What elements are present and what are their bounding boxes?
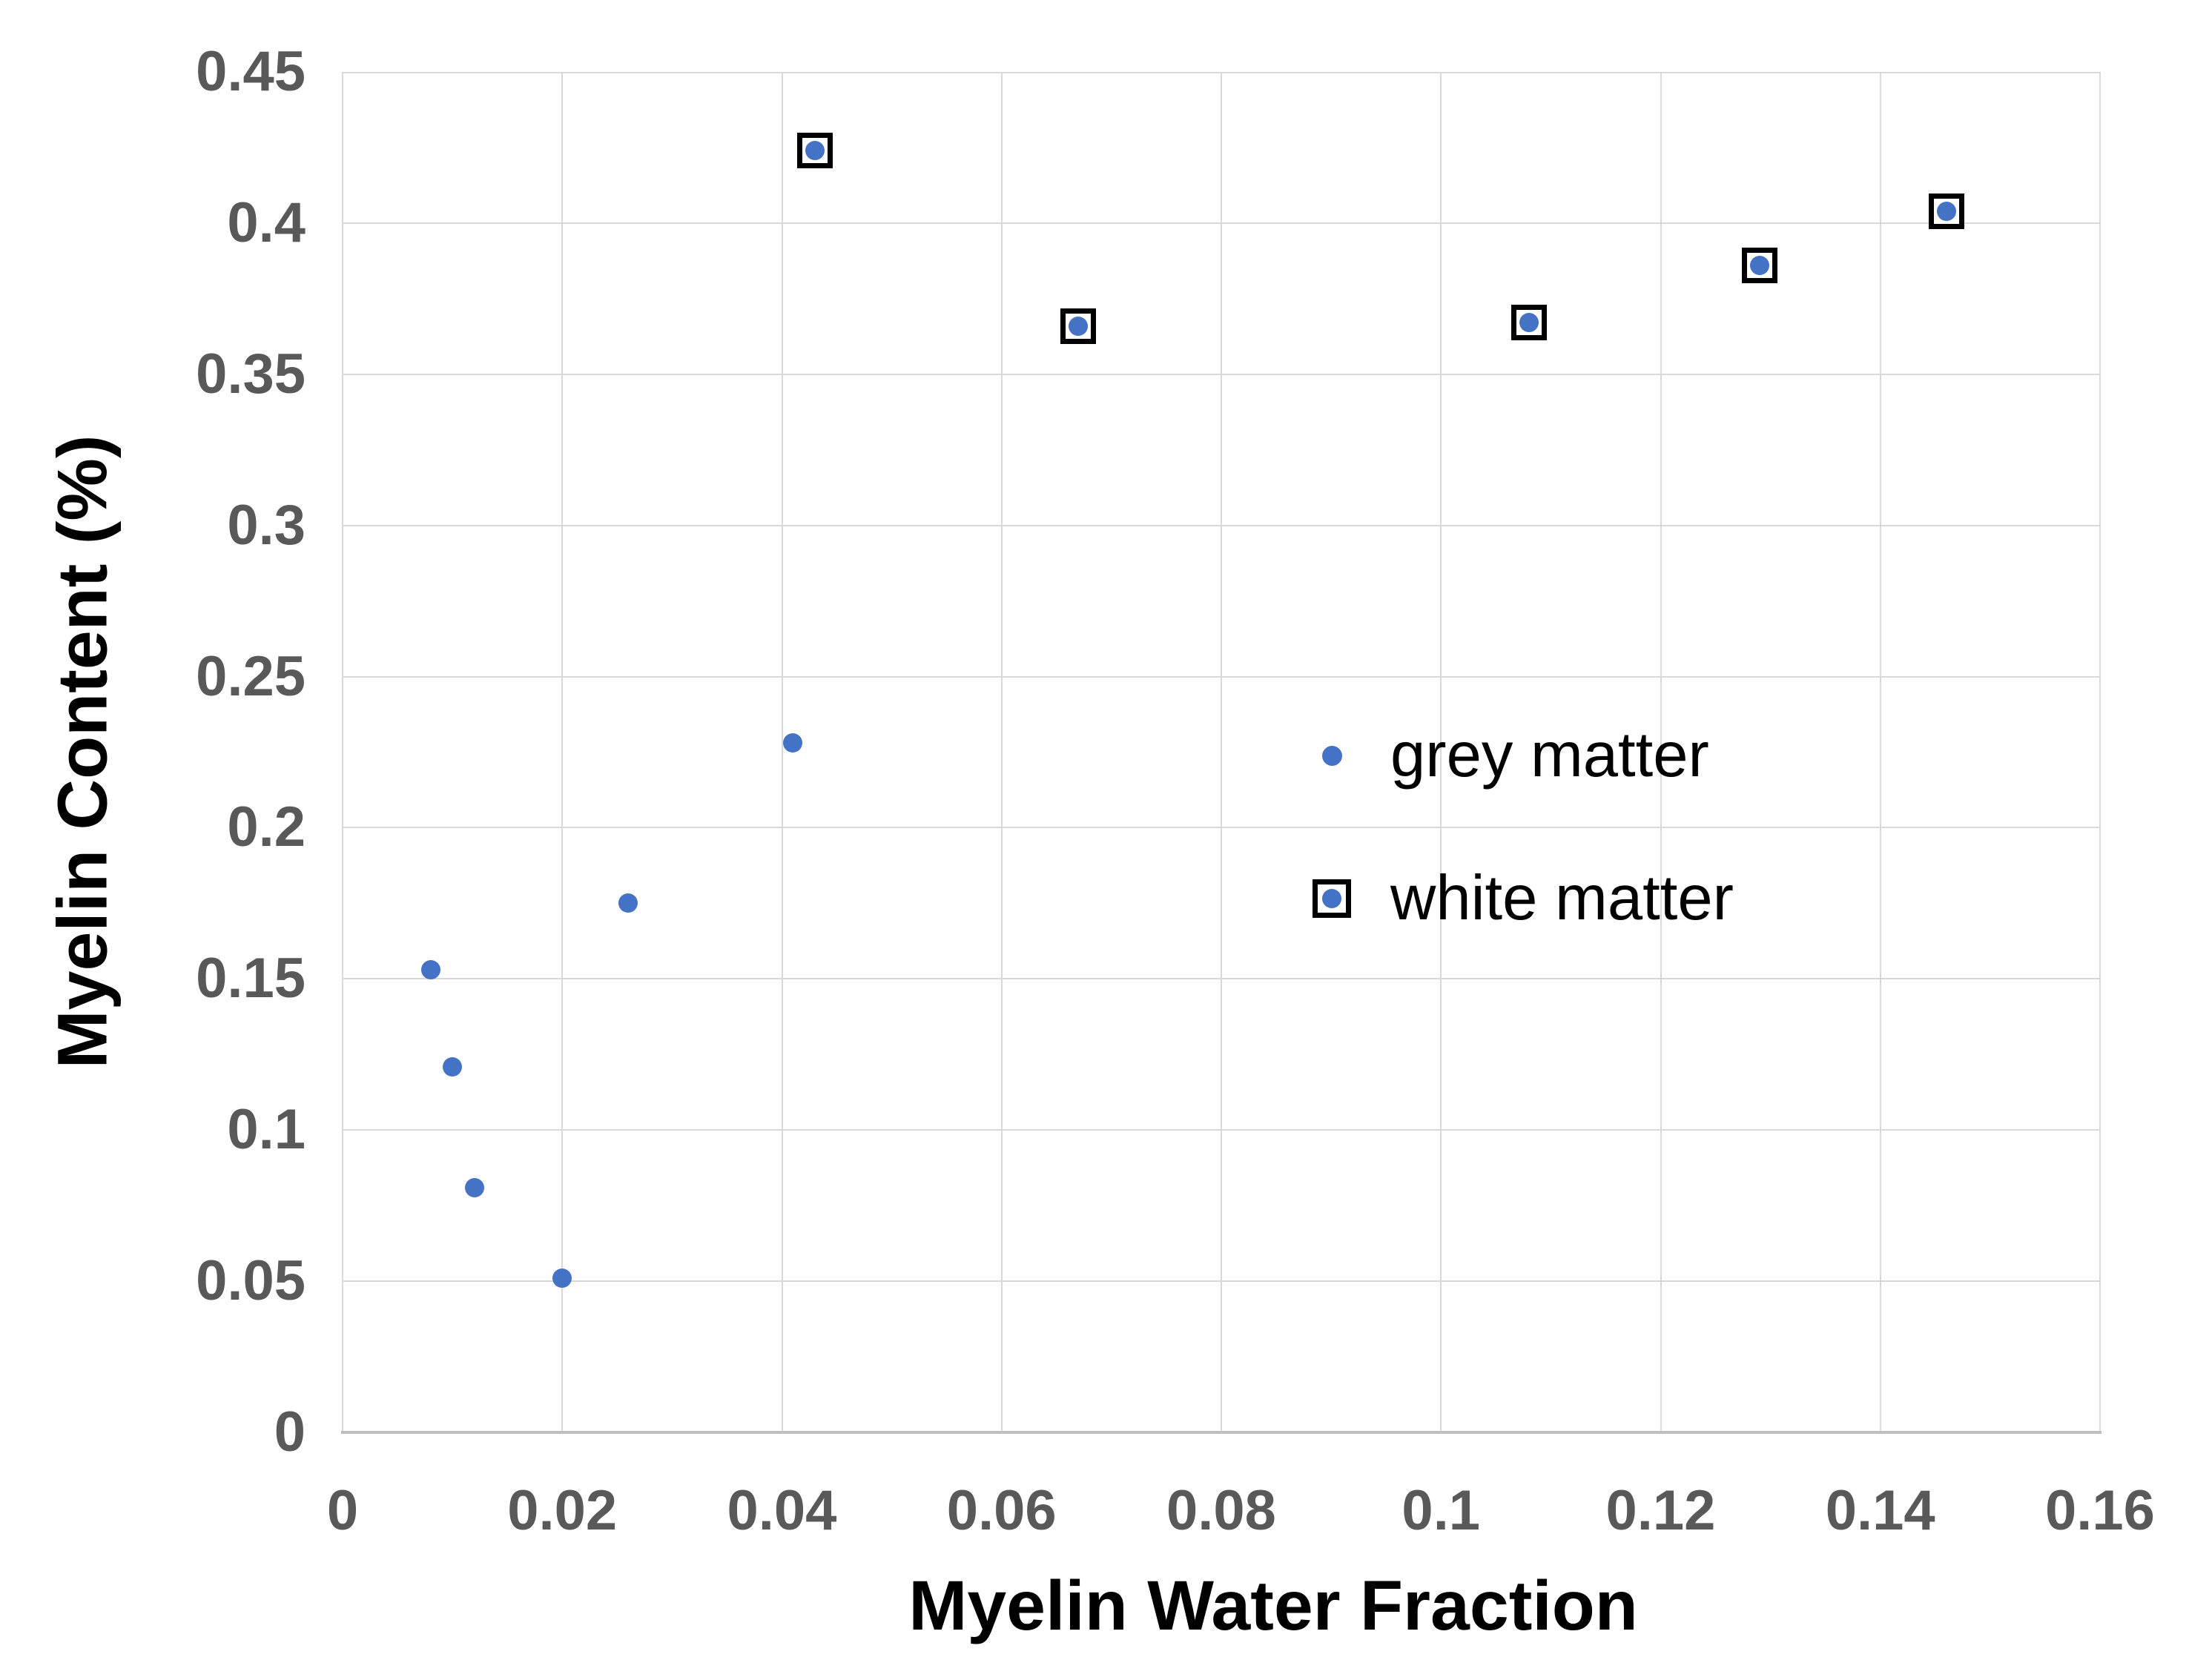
x-tick-label: 0.1 (1401, 1479, 1481, 1542)
legend-item-white-matter: white matter (1312, 862, 1734, 936)
x-tick-label: 0.16 (2045, 1479, 2155, 1542)
gridline-x (561, 72, 564, 1432)
data-point-grey-matter (618, 893, 638, 913)
gridline-x (1879, 72, 1881, 1432)
white-matter-marker-slot (1312, 879, 1352, 918)
legend-item-grey-matter: grey matter (1312, 718, 1709, 793)
gridline-x (1221, 72, 1222, 1432)
y-tick-label: 0.2 (227, 796, 306, 859)
grey-matter-marker-slot (1312, 745, 1352, 766)
x-tick-label: 0.14 (1825, 1479, 1935, 1542)
plot-area: grey matter white matter (341, 72, 2101, 1434)
data-point-white-matter (1928, 193, 1964, 229)
y-tick-label: 0.45 (196, 40, 306, 103)
y-tick-label: 0.25 (196, 644, 306, 708)
data-point-white-matter (1741, 247, 1777, 283)
data-point-white-matter (796, 133, 833, 169)
gridline-x (781, 72, 783, 1432)
data-point-dot-icon (1749, 255, 1769, 275)
y-tick-label: 0 (274, 1400, 306, 1464)
white-matter-dot-icon (1322, 889, 1341, 908)
y-tick-label: 0.1 (227, 1098, 306, 1162)
data-point-grey-matter (552, 1269, 572, 1289)
data-point-grey-matter (443, 1056, 463, 1077)
data-point-dot-icon (1519, 313, 1539, 333)
gridline-x (2099, 72, 2101, 1432)
x-tick-label: 0.02 (507, 1479, 618, 1542)
x-tick-label: 0.06 (946, 1479, 1057, 1542)
x-tick-label: 0.12 (1605, 1479, 1716, 1542)
data-point-grey-matter (420, 960, 440, 980)
grey-matter-dot-icon (1321, 745, 1342, 766)
data-point-white-matter (1060, 308, 1097, 344)
y-tick-label: 0.3 (227, 493, 306, 557)
x-tick-label: 0.04 (727, 1479, 837, 1542)
legend-label-white-matter: white matter (1390, 863, 1734, 933)
y-tick-label: 0.35 (196, 342, 306, 406)
data-point-dot-icon (805, 141, 825, 161)
data-point-grey-matter (464, 1177, 484, 1197)
gridline-x (342, 72, 343, 1432)
white-matter-square-icon (1313, 879, 1351, 918)
data-point-grey-matter (783, 733, 803, 753)
legend-label-grey-matter: grey matter (1390, 720, 1709, 790)
data-point-dot-icon (1069, 316, 1089, 336)
gridline-x (1660, 72, 1662, 1432)
data-point-dot-icon (1936, 201, 1956, 221)
x-axis-line (341, 1431, 2101, 1434)
data-point-white-matter (1510, 305, 1547, 341)
y-tick-label: 0.4 (227, 191, 306, 254)
x-axis-title: Myelin Water Fraction (908, 1567, 1638, 1645)
y-tick-label: 0.05 (196, 1249, 306, 1313)
x-tick-label: 0 (326, 1479, 359, 1542)
x-tick-label: 0.08 (1166, 1479, 1276, 1542)
gridline-x (1000, 72, 1003, 1432)
y-tick-label: 0.15 (196, 947, 306, 1011)
gridline-x (1440, 72, 1442, 1432)
